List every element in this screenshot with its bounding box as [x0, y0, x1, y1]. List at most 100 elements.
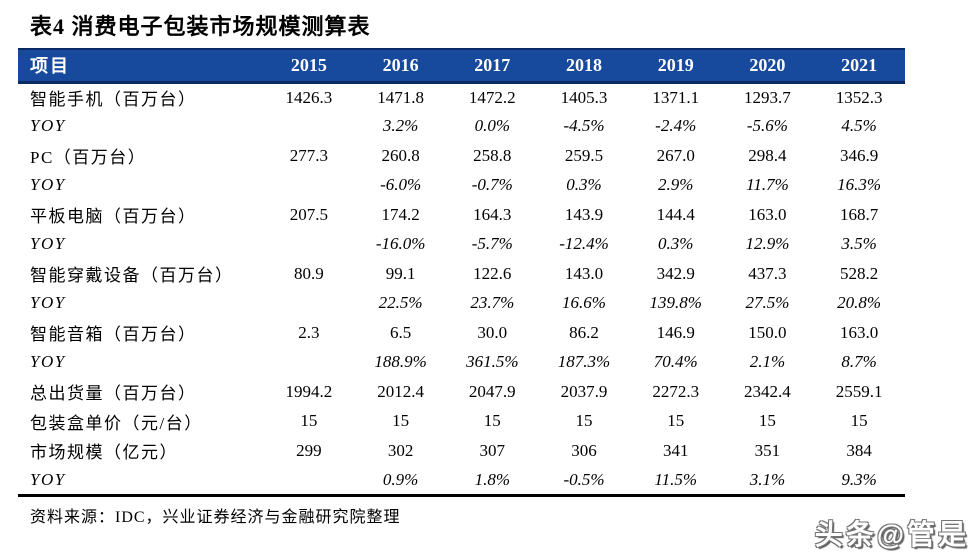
cell: 306 — [571, 440, 597, 460]
cell: 168.7 — [840, 204, 879, 224]
cell: 70.4% — [653, 352, 698, 372]
header-cell-2019: 2019 — [629, 48, 722, 84]
cell: 2342.4 — [744, 381, 791, 401]
cell: 0.9% — [382, 469, 419, 489]
cell: 4.5% — [841, 116, 877, 136]
row-label: 包装盒单价（元/台） — [30, 413, 203, 433]
cell: -16.0% — [375, 234, 426, 254]
cell: 298.4 — [748, 145, 787, 165]
cell: 187.3% — [557, 352, 611, 372]
cell: 15 — [758, 411, 776, 431]
cell: -6.0% — [380, 175, 422, 195]
row-label: YOY — [30, 175, 66, 195]
cell: 12.9% — [745, 234, 790, 254]
cell: 277.3 — [289, 145, 329, 165]
cell: 1405.3 — [560, 87, 608, 107]
cell: 9.3% — [841, 469, 877, 489]
cell: 163.0 — [748, 204, 787, 224]
cell: 528.2 — [840, 263, 879, 283]
cell: 0.3% — [658, 234, 694, 254]
table-row-pc-yoy: YOY -6.0% -0.7% 0.3% 2.9% 11.7% 16.3% — [18, 171, 905, 201]
header-cell-2017: 2017 — [446, 48, 539, 84]
table-row-total-shipments: 总出货量（百万台） 1994.2 2012.4 2047.9 2037.9 22… — [18, 377, 905, 407]
header-cell-2016: 2016 — [354, 48, 447, 84]
header-cell-2021: 2021 — [813, 48, 905, 84]
header-row: 项目 2015 2016 2017 2018 2019 2020 2021 — [18, 48, 905, 84]
row-label: 智能音箱（百万台） — [30, 325, 197, 345]
row-label: 总出货量（百万台） — [30, 384, 197, 404]
cell: 99.1 — [385, 263, 416, 283]
table-row-tablets: 平板电脑（百万台） 207.5 174.2 164.3 143.9 144.4 … — [18, 200, 905, 230]
cell: 22.5% — [378, 293, 423, 313]
table-row-smart-speakers: 智能音箱（百万台） 2.3 6.5 30.0 86.2 146.9 150.0 … — [18, 318, 905, 348]
cell: 30.0 — [477, 322, 508, 342]
row-label: YOY — [30, 234, 66, 254]
cell — [263, 112, 355, 142]
table-row-tablets-yoy: YOY -16.0% -5.7% -12.4% 0.3% 12.9% 3.5% — [18, 230, 905, 260]
cell: 150.0 — [748, 322, 787, 342]
cell: 27.5% — [745, 293, 790, 313]
cell: 1472.2 — [468, 87, 516, 107]
cell: -5.6% — [746, 116, 788, 136]
header-cell-2018: 2018 — [538, 48, 630, 84]
cell: 259.5 — [564, 145, 604, 165]
table-row-market-size-yoy: YOY 0.9% 1.8% -0.5% 11.5% 3.1% 9.3% — [18, 466, 905, 496]
table-row-market-size: 市场规模（亿元） 299 302 307 306 341 351 384 — [18, 436, 905, 466]
cell: 188.9% — [374, 352, 427, 372]
cell — [263, 348, 355, 378]
cell: 384 — [846, 440, 872, 460]
cell: -12.4% — [559, 234, 609, 254]
cell: 144.4 — [656, 204, 695, 224]
cell: 1.8% — [474, 469, 511, 489]
cell: 2559.1 — [835, 381, 883, 401]
row-label: YOY — [30, 469, 66, 489]
row-label: 市场规模（亿元） — [30, 443, 178, 463]
header-cell-item: 项目 — [18, 48, 264, 84]
cell: -2.4% — [655, 116, 697, 136]
cell: 207.5 — [289, 204, 329, 224]
cell: 20.8% — [837, 293, 882, 313]
cell: 15 — [392, 411, 410, 431]
cell: 361.5% — [466, 352, 519, 372]
cell: 0.3% — [566, 175, 602, 195]
cell: 258.8 — [473, 145, 512, 165]
cell: 1352.3 — [835, 87, 883, 107]
row-label: 平板电脑（百万台） — [30, 207, 197, 227]
cell: 11.7% — [746, 175, 789, 195]
row-label: 智能穿戴设备（百万台） — [30, 266, 234, 286]
cell: 11.5% — [654, 469, 698, 489]
table-row-smart-speakers-yoy: YOY 188.9% 361.5% 187.3% 70.4% 2.1% 8.7% — [18, 348, 905, 378]
cell: 1426.3 — [285, 87, 333, 107]
cell: 0.0% — [474, 116, 511, 136]
cell: 1471.8 — [377, 87, 424, 107]
cell: 2.1% — [749, 352, 786, 372]
cell: 15 — [667, 411, 685, 431]
cell: 143.0 — [564, 263, 604, 283]
cell: 342.9 — [656, 263, 695, 283]
cell: 15 — [575, 411, 593, 431]
cell: 302 — [387, 440, 414, 460]
watermark: 头条@管是 — [814, 519, 969, 550]
cell: 86.2 — [569, 322, 599, 342]
cell: -0.7% — [471, 175, 513, 195]
cell: 299 — [296, 440, 322, 460]
cell: 15 — [850, 411, 868, 431]
cell: 267.0 — [656, 145, 695, 165]
cell: 2012.4 — [377, 381, 424, 401]
cell: 260.8 — [381, 145, 420, 165]
table-row-smartphones-yoy: YOY 3.2% 0.0% -4.5% -2.4% -5.6% 4.5% — [18, 112, 905, 142]
cell: -5.7% — [471, 234, 513, 254]
cell: 8.7% — [841, 352, 877, 372]
cell: 16.3% — [837, 175, 882, 195]
cell: 122.6 — [473, 263, 512, 283]
cell: -4.5% — [563, 116, 605, 136]
cell: 3.1% — [749, 469, 786, 489]
row-label: PC（百万台） — [30, 148, 147, 168]
cell: 143.9 — [564, 204, 604, 224]
cell: 139.8% — [649, 293, 702, 313]
table-title: 表4 消费电子包装市场规模测算表 — [30, 14, 371, 39]
cell: 1994.2 — [285, 381, 333, 401]
cell: 2.9% — [658, 175, 694, 195]
header-cell-2020: 2020 — [721, 48, 814, 84]
cell: 15 — [483, 411, 501, 431]
